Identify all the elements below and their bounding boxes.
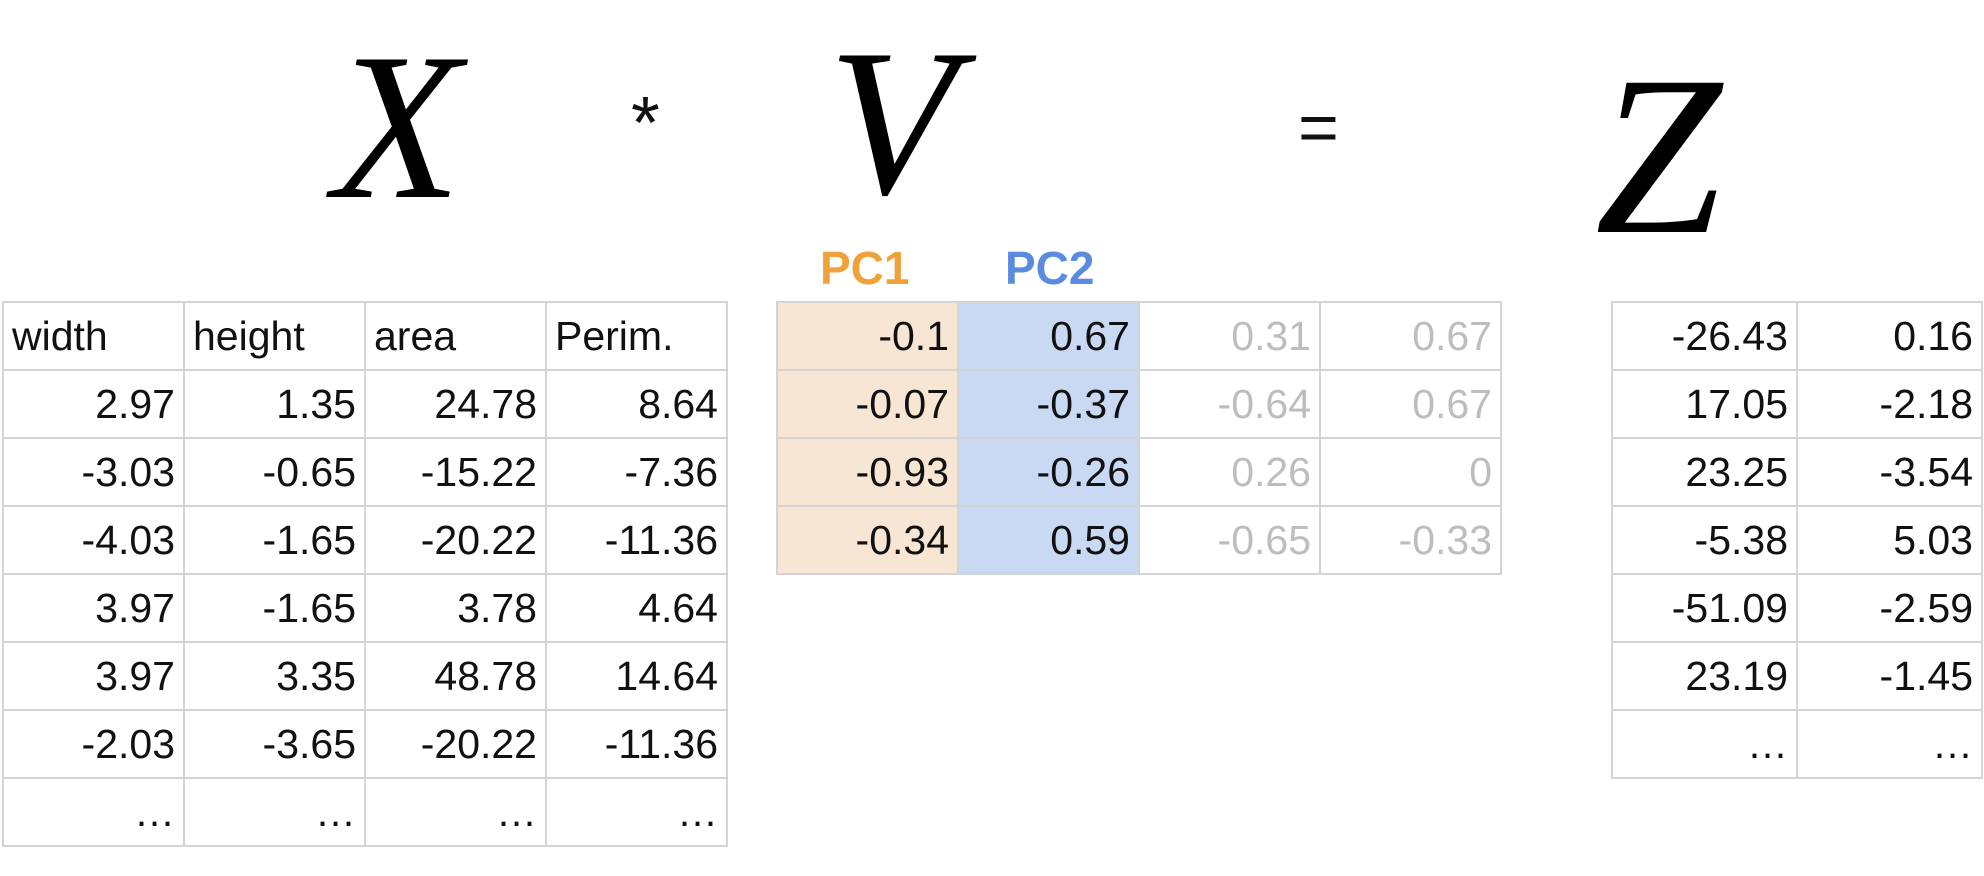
table-cell: 1.35: [183, 369, 366, 439]
table-cell: 0.16: [1796, 301, 1983, 371]
muted-cell: -0.33: [1319, 505, 1502, 575]
table-cell: 48.78: [364, 641, 547, 711]
ellipsis-cell: …: [2, 777, 185, 847]
table-cell: -1.65: [183, 573, 366, 643]
table-cell: -51.09: [1611, 573, 1798, 643]
table-row: … …: [1611, 709, 1983, 779]
muted-cell: 0: [1319, 437, 1502, 507]
ellipsis-cell: …: [183, 777, 366, 847]
table-cell: -7.36: [545, 437, 728, 507]
matrix-z-table: -26.43 0.16 17.05 -2.18 23.25 -3.54 -5.3…: [1611, 301, 1983, 779]
muted-cell: -0.64: [1138, 369, 1321, 439]
equals-operator: =: [1298, 88, 1339, 166]
ellipsis-cell: …: [364, 777, 547, 847]
table-row: 23.19 -1.45: [1611, 641, 1983, 711]
table-cell: -20.22: [364, 505, 547, 575]
table-cell: 23.19: [1611, 641, 1798, 711]
table-cell: -1.65: [183, 505, 366, 575]
pc1-cell: -0.1: [776, 301, 959, 371]
pc2-cell: 0.59: [957, 505, 1140, 575]
pc1-cell: -0.07: [776, 369, 959, 439]
table-cell: 17.05: [1611, 369, 1798, 439]
matrix-v-symbol: V: [828, 7, 957, 239]
table-row: … … … …: [2, 777, 728, 847]
column-header: Perim.: [545, 301, 728, 371]
table-row: -4.03 -1.65 -20.22 -11.36: [2, 505, 728, 575]
table-cell: -3.03: [2, 437, 185, 507]
table-cell: -4.03: [2, 505, 185, 575]
matrix-x-symbol: X: [333, 11, 462, 243]
table-cell: 5.03: [1796, 505, 1983, 575]
muted-cell: 0.67: [1319, 369, 1502, 439]
table-cell: -15.22: [364, 437, 547, 507]
ellipsis-cell: …: [545, 777, 728, 847]
pc2-cell: -0.26: [957, 437, 1140, 507]
table-cell: 3.97: [2, 573, 185, 643]
pc2-cell: -0.37: [957, 369, 1140, 439]
table-cell: 4.64: [545, 573, 728, 643]
table-cell: 8.64: [545, 369, 728, 439]
pc2-label: PC2: [1005, 242, 1095, 294]
muted-cell: -0.65: [1138, 505, 1321, 575]
table-row: -26.43 0.16: [1611, 301, 1983, 371]
table-cell: 3.97: [2, 641, 185, 711]
pc1-cell: -0.34: [776, 505, 959, 575]
pc1-label: PC1: [820, 242, 910, 294]
table-row: 3.97 3.35 48.78 14.64: [2, 641, 728, 711]
table-cell: 14.64: [545, 641, 728, 711]
table-row: -3.03 -0.65 -15.22 -7.36: [2, 437, 728, 507]
table-row: 23.25 -3.54: [1611, 437, 1983, 507]
multiply-operator: *: [631, 81, 660, 164]
table-cell: 23.25: [1611, 437, 1798, 507]
table-cell: -26.43: [1611, 301, 1798, 371]
matrix-x-table: width height area Perim. 2.97 1.35 24.78…: [2, 301, 728, 847]
table-row: 3.97 -1.65 3.78 4.64: [2, 573, 728, 643]
table-cell: 2.97: [2, 369, 185, 439]
table-cell: 24.78: [364, 369, 547, 439]
table-row: -0.34 0.59 -0.65 -0.33: [776, 505, 1502, 575]
ellipsis-cell: …: [1611, 709, 1798, 779]
table-row: 17.05 -2.18: [1611, 369, 1983, 439]
table-row: -51.09 -2.59: [1611, 573, 1983, 643]
muted-cell: 0.31: [1138, 301, 1321, 371]
table-cell: -2.59: [1796, 573, 1983, 643]
table-row: -0.07 -0.37 -0.64 0.67: [776, 369, 1502, 439]
table-row: 2.97 1.35 24.78 8.64: [2, 369, 728, 439]
matrix-z-symbol: Z: [1595, 30, 1722, 282]
table-cell: -2.18: [1796, 369, 1983, 439]
table-row: -2.03 -3.65 -20.22 -11.36: [2, 709, 728, 779]
table-row: -0.93 -0.26 0.26 0: [776, 437, 1502, 507]
table-cell: -5.38: [1611, 505, 1798, 575]
column-header: height: [183, 301, 366, 371]
column-header: width: [2, 301, 185, 371]
table-header-row: width height area Perim.: [2, 301, 728, 371]
table-cell: -1.45: [1796, 641, 1983, 711]
muted-cell: 0.67: [1319, 301, 1502, 371]
table-cell: -3.54: [1796, 437, 1983, 507]
pc2-cell: 0.67: [957, 301, 1140, 371]
table-cell: -3.65: [183, 709, 366, 779]
table-row: -5.38 5.03: [1611, 505, 1983, 575]
table-cell: 3.78: [364, 573, 547, 643]
column-header: area: [364, 301, 547, 371]
table-cell: -11.36: [545, 505, 728, 575]
table-cell: -0.65: [183, 437, 366, 507]
table-cell: 3.35: [183, 641, 366, 711]
pc1-cell: -0.93: [776, 437, 959, 507]
muted-cell: 0.26: [1138, 437, 1321, 507]
table-cell: -20.22: [364, 709, 547, 779]
table-row: -0.1 0.67 0.31 0.67: [776, 301, 1502, 371]
table-cell: -11.36: [545, 709, 728, 779]
matrix-v-table: -0.1 0.67 0.31 0.67 -0.07 -0.37 -0.64 0.…: [776, 301, 1502, 575]
table-cell: -2.03: [2, 709, 185, 779]
ellipsis-cell: …: [1796, 709, 1983, 779]
